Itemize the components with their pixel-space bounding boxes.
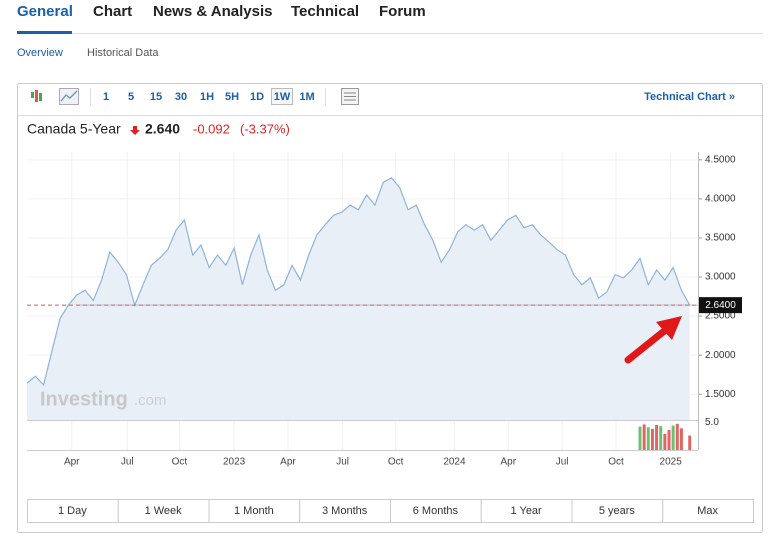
annotation-arrow — [624, 324, 672, 364]
tab-underline — [17, 31, 72, 34]
volume-bar — [688, 435, 692, 450]
volume-bar — [679, 428, 683, 450]
x-tick-label: 2025 — [660, 457, 683, 468]
volume-bar — [638, 426, 642, 450]
price-tag-label: 2.6400 — [705, 300, 736, 311]
x-tick-label: Oct — [608, 457, 624, 468]
y-tick-label: 3.5000 — [705, 233, 736, 244]
x-tick-label: Oct — [172, 457, 188, 468]
volume-bar — [642, 424, 646, 450]
interval-button[interactable]: 30 — [175, 91, 187, 103]
volume-bar — [663, 433, 667, 450]
range-label[interactable]: 1 Day — [58, 505, 87, 517]
tab[interactable]: General — [17, 3, 73, 20]
change-pct: (-3.37%) — [240, 121, 290, 136]
range-label[interactable]: 3 Months — [322, 505, 368, 517]
interval-button[interactable]: 1D — [250, 91, 264, 103]
price-tag — [699, 297, 742, 314]
volume-bar — [659, 426, 663, 450]
interval-button[interactable]: 5 — [128, 91, 134, 103]
technical-chart-link[interactable]: Technical Chart » — [644, 91, 735, 103]
range-label[interactable]: 1 Week — [145, 505, 183, 517]
tab[interactable]: Chart — [93, 3, 132, 20]
tab[interactable]: Technical — [291, 3, 359, 20]
subtab[interactable]: Overview — [17, 47, 63, 59]
x-tick-label: 2024 — [443, 457, 466, 468]
area-icon-line — [60, 90, 78, 102]
range-label[interactable]: 1 Month — [234, 505, 274, 517]
interval-selected — [271, 88, 293, 105]
interval-button[interactable]: 1W — [274, 91, 291, 103]
candle-icon[interactable] — [31, 92, 34, 98]
interval-button[interactable]: 1 — [103, 91, 109, 103]
down-arrow — [130, 126, 140, 135]
volume-bar — [650, 428, 654, 450]
x-tick-label: Apr — [501, 457, 517, 468]
tab[interactable]: News & Analysis — [153, 3, 273, 20]
y-tick-label: 1.5000 — [705, 389, 736, 400]
x-tick-label: Jul — [336, 457, 349, 468]
tab[interactable]: Forum — [379, 3, 426, 20]
volume-tick-label: 5.0 — [705, 417, 719, 428]
interval-button[interactable]: 1H — [200, 91, 214, 103]
x-tick-label: Oct — [388, 457, 404, 468]
range-button[interactable] — [662, 499, 754, 523]
x-tick-label: Jul — [556, 457, 569, 468]
y-tick-label: 4.5000 — [705, 154, 736, 165]
chart-box — [17, 83, 763, 533]
y-tick-label: 4.0000 — [705, 194, 736, 205]
volume-bar — [646, 427, 650, 450]
watermark-suffix: .com — [134, 392, 167, 409]
candle-icon[interactable] — [39, 93, 42, 101]
x-tick-label: Jul — [121, 457, 134, 468]
annotation-arrowhead — [656, 316, 682, 340]
range-label[interactable]: Max — [697, 505, 718, 517]
y-tick-label: 3.0000 — [705, 272, 736, 283]
interval-button[interactable]: 1M — [299, 91, 314, 103]
line — [26, 177, 691, 386]
x-tick-label: Apr — [64, 457, 80, 468]
range-label[interactable]: 5 years — [599, 505, 636, 517]
candle-icon[interactable] — [35, 90, 38, 102]
watermark: Investing — [40, 388, 128, 410]
volume-bar — [675, 423, 679, 450]
y-tick-label: 2.0000 — [705, 350, 736, 361]
subtab[interactable]: Historical Data — [87, 47, 159, 59]
x-tick-label: Apr — [280, 457, 296, 468]
instrument-name: Canada 5-Year — [27, 121, 121, 137]
interval-button[interactable]: 5H — [225, 91, 239, 103]
volume-bar — [655, 425, 659, 450]
x-tick-label: 2023 — [223, 457, 246, 468]
volume-bar — [671, 425, 675, 450]
area-fill — [27, 177, 690, 420]
y-tick-label: 2.5000 — [705, 311, 736, 322]
change: -0.092 — [193, 121, 230, 136]
range-label[interactable]: 1 Year — [511, 505, 543, 517]
range-label[interactable]: 6 Months — [413, 505, 459, 517]
interval-button[interactable]: 15 — [150, 91, 162, 103]
price: 2.640 — [145, 121, 180, 137]
volume-bar — [667, 430, 671, 450]
